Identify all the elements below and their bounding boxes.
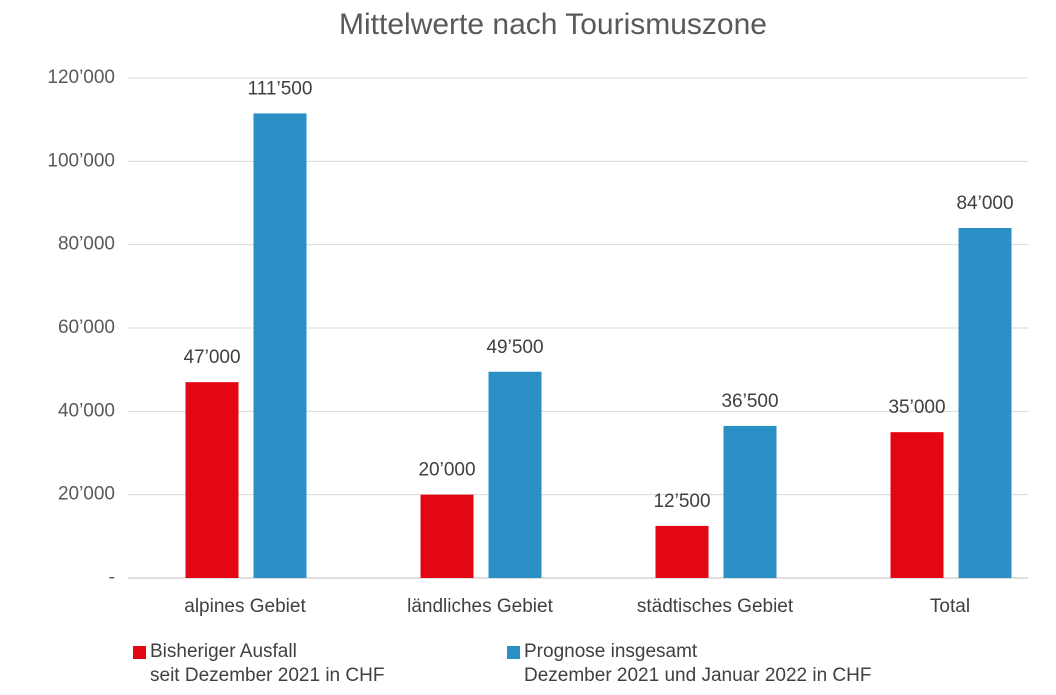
data-label: 47’000 bbox=[183, 347, 240, 368]
x-tick-label: alpines Gebiet bbox=[184, 596, 306, 617]
bar bbox=[253, 113, 307, 579]
y-tick-label: 100’000 bbox=[47, 150, 115, 171]
data-label: 20’000 bbox=[418, 460, 475, 481]
bar bbox=[420, 494, 474, 578]
data-label: 36’500 bbox=[721, 391, 778, 412]
y-tick-label: 120’000 bbox=[47, 67, 115, 88]
legend-label: Bisheriger Ausfall seit Dezember 2021 in… bbox=[150, 641, 385, 686]
x-tick-label: städtisches Gebiet bbox=[637, 596, 794, 617]
legend-swatch bbox=[507, 646, 520, 659]
legend-label: Prognose insgesamt Dezember 2021 und Jan… bbox=[524, 641, 872, 686]
bar bbox=[655, 525, 709, 578]
data-label: 84’000 bbox=[956, 193, 1013, 214]
legend-item: Prognose insgesamt Dezember 2021 und Jan… bbox=[507, 640, 871, 688]
legend-swatch bbox=[133, 646, 146, 659]
y-tick-label: - bbox=[109, 567, 115, 588]
bar bbox=[488, 371, 542, 578]
x-tick-label: Total bbox=[930, 596, 970, 617]
bar bbox=[723, 425, 777, 578]
y-tick-label: 60’000 bbox=[58, 317, 115, 338]
data-label: 49’500 bbox=[486, 337, 543, 358]
bar bbox=[890, 432, 944, 578]
y-tick-label: 20’000 bbox=[58, 484, 115, 505]
bar bbox=[958, 228, 1012, 578]
data-label: 35’000 bbox=[888, 397, 945, 418]
legend-item: Bisheriger Ausfall seit Dezember 2021 in… bbox=[133, 640, 384, 688]
y-tick-label: 40’000 bbox=[58, 400, 115, 421]
x-tick-label: ländliches Gebiet bbox=[407, 596, 553, 617]
data-label: 12’500 bbox=[653, 491, 710, 512]
data-label: 111’500 bbox=[248, 78, 313, 99]
y-tick-label: 80’000 bbox=[58, 234, 115, 255]
chart-title: Mittelwerte nach Tourismuszone bbox=[339, 8, 767, 41]
bar bbox=[185, 382, 239, 578]
